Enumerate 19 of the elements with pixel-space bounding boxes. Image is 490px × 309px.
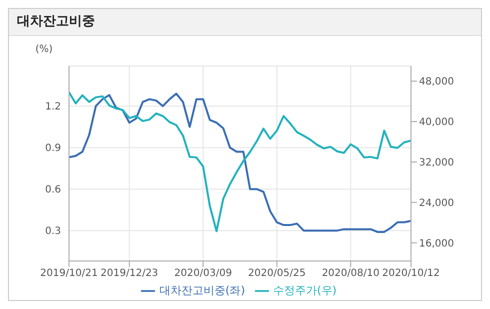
y-axis-title: (%) xyxy=(35,44,53,55)
legend-label: 대차잔고비중(좌) xyxy=(159,284,245,297)
y-tick-label: 0.6 xyxy=(45,184,61,196)
x-tick-label: 2020/05/25 xyxy=(248,268,306,280)
x-tick-label: 2019/12/23 xyxy=(100,268,158,280)
y2-tick-label: 40,000 xyxy=(419,117,454,128)
legend-label: 수정주가(우) xyxy=(273,284,337,297)
x-tick-label: 2019/10/21 xyxy=(40,268,98,280)
y-tick-label: 1.2 xyxy=(45,102,61,113)
y2-tick-label: 24,000 xyxy=(419,198,454,209)
y2-tick-label: 48,000 xyxy=(419,76,454,88)
y-tick-label: 0.9 xyxy=(45,143,61,154)
x-tick-label: 2020/08/10 xyxy=(322,268,380,280)
chart-title: 대차잔고비중 xyxy=(9,9,481,36)
y2-tick-label: 16,000 xyxy=(419,238,454,250)
y2-tick-label: 32,000 xyxy=(419,158,454,169)
y-tick-label: 0.3 xyxy=(45,226,61,238)
x-tick-label: 2020/10/12 xyxy=(382,268,440,280)
x-tick-label: 2020/03/09 xyxy=(174,268,232,280)
